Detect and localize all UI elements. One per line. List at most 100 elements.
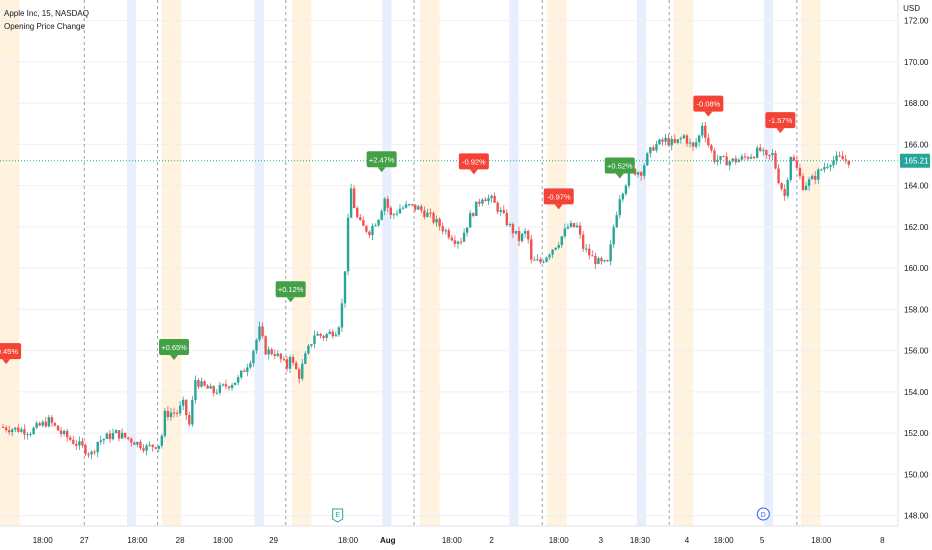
dividend-letter: D	[761, 512, 766, 519]
candle-body	[53, 422, 57, 426]
opening-change-label[interactable]	[543, 188, 574, 205]
candle-body	[108, 433, 112, 440]
candle-body	[670, 139, 673, 146]
opening-change-label[interactable]	[458, 153, 489, 170]
candle-body	[32, 427, 35, 434]
candle-body	[795, 160, 799, 168]
candle-body	[697, 135, 701, 143]
opening-change-label[interactable]	[159, 338, 190, 355]
candle-body	[755, 147, 759, 158]
candle-body	[26, 434, 29, 436]
candle-body	[133, 442, 136, 445]
candle-body	[719, 156, 722, 160]
candle-body	[346, 217, 350, 272]
candle-body	[832, 160, 835, 166]
candle-body	[468, 213, 472, 228]
candle-body	[768, 154, 771, 156]
candle-body	[530, 239, 533, 260]
candle-body	[685, 135, 689, 144]
candle-body	[166, 410, 170, 418]
candle-body	[404, 204, 408, 208]
candle-body	[759, 147, 762, 151]
candle-body	[160, 435, 164, 446]
candle-body	[496, 202, 499, 212]
candle-body	[813, 175, 817, 180]
candle-body	[731, 158, 734, 162]
candle-body	[591, 255, 594, 257]
y-tick-label: 158.00	[904, 305, 929, 314]
opening-change-label[interactable]	[366, 151, 397, 168]
candle-body	[435, 219, 438, 223]
candle-body	[258, 326, 261, 340]
candle-body	[304, 353, 307, 364]
candle-body	[224, 384, 228, 387]
candle-body	[14, 427, 17, 430]
candle-body	[96, 441, 99, 453]
candle-body	[563, 228, 567, 237]
candle-body	[282, 359, 286, 361]
candle-body	[691, 142, 695, 147]
candle-body	[612, 227, 615, 245]
candle-body	[386, 198, 389, 208]
candle-body	[520, 233, 524, 241]
candle-body	[117, 430, 121, 439]
price-axis[interactable]	[898, 0, 932, 550]
candle-body	[798, 167, 802, 177]
candle-body	[50, 417, 54, 423]
candle-body	[264, 336, 267, 355]
opening-change-label[interactable]	[275, 281, 306, 298]
candle-body	[447, 230, 451, 238]
candle-body	[316, 333, 319, 336]
candle-body	[490, 195, 493, 199]
opening-change-label[interactable]	[765, 112, 796, 129]
candle-body	[542, 261, 545, 263]
candle-body	[554, 247, 557, 250]
opening-change-pointer	[704, 111, 713, 117]
opening-change-label[interactable]	[693, 95, 724, 112]
candle-body	[789, 157, 792, 180]
candle-body	[56, 425, 60, 431]
opening-change-label[interactable]	[604, 157, 635, 174]
y-tick-label: 160.00	[904, 264, 929, 273]
candle-body	[786, 179, 789, 196]
candle-body	[572, 223, 576, 228]
opening-change-label[interactable]	[0, 343, 22, 360]
candle-body	[392, 214, 396, 216]
candle-body	[746, 157, 750, 159]
dividend-icon[interactable]	[756, 507, 770, 521]
opening-change-text: +2.47%	[369, 155, 395, 164]
symbol-title[interactable]: Apple Inc, 15, NASDAQ	[4, 9, 89, 18]
candle-body	[597, 258, 600, 264]
candle-body	[356, 208, 359, 218]
candle-body	[389, 207, 393, 215]
candle-body	[618, 199, 621, 216]
candle-body	[331, 331, 334, 337]
candle-body	[664, 137, 667, 142]
pre-market-band	[161, 0, 182, 526]
candle-body	[646, 153, 649, 166]
opening-change-text: -0.08%	[696, 100, 720, 109]
candle-body	[365, 225, 368, 232]
candle-body	[511, 224, 515, 234]
candle-body	[44, 421, 47, 427]
candle-body	[679, 138, 683, 140]
candle-body	[569, 223, 573, 227]
candle-body	[307, 345, 310, 354]
candle-body	[829, 165, 832, 167]
candle-body	[249, 363, 252, 368]
candle-body	[826, 166, 829, 168]
candle-body	[41, 421, 44, 426]
candle-body	[566, 226, 570, 229]
candle-body	[441, 226, 444, 232]
candle-body	[221, 384, 225, 386]
x-tick-label: 29	[269, 536, 278, 545]
candle-body	[410, 204, 414, 206]
y-tick-label: 166.00	[904, 140, 929, 149]
earnings-icon[interactable]	[332, 508, 344, 523]
indicator-name[interactable]: Opening Price Change	[4, 22, 85, 31]
candle-body	[423, 210, 426, 217]
candle-body	[206, 385, 209, 389]
candle-body	[652, 147, 655, 151]
